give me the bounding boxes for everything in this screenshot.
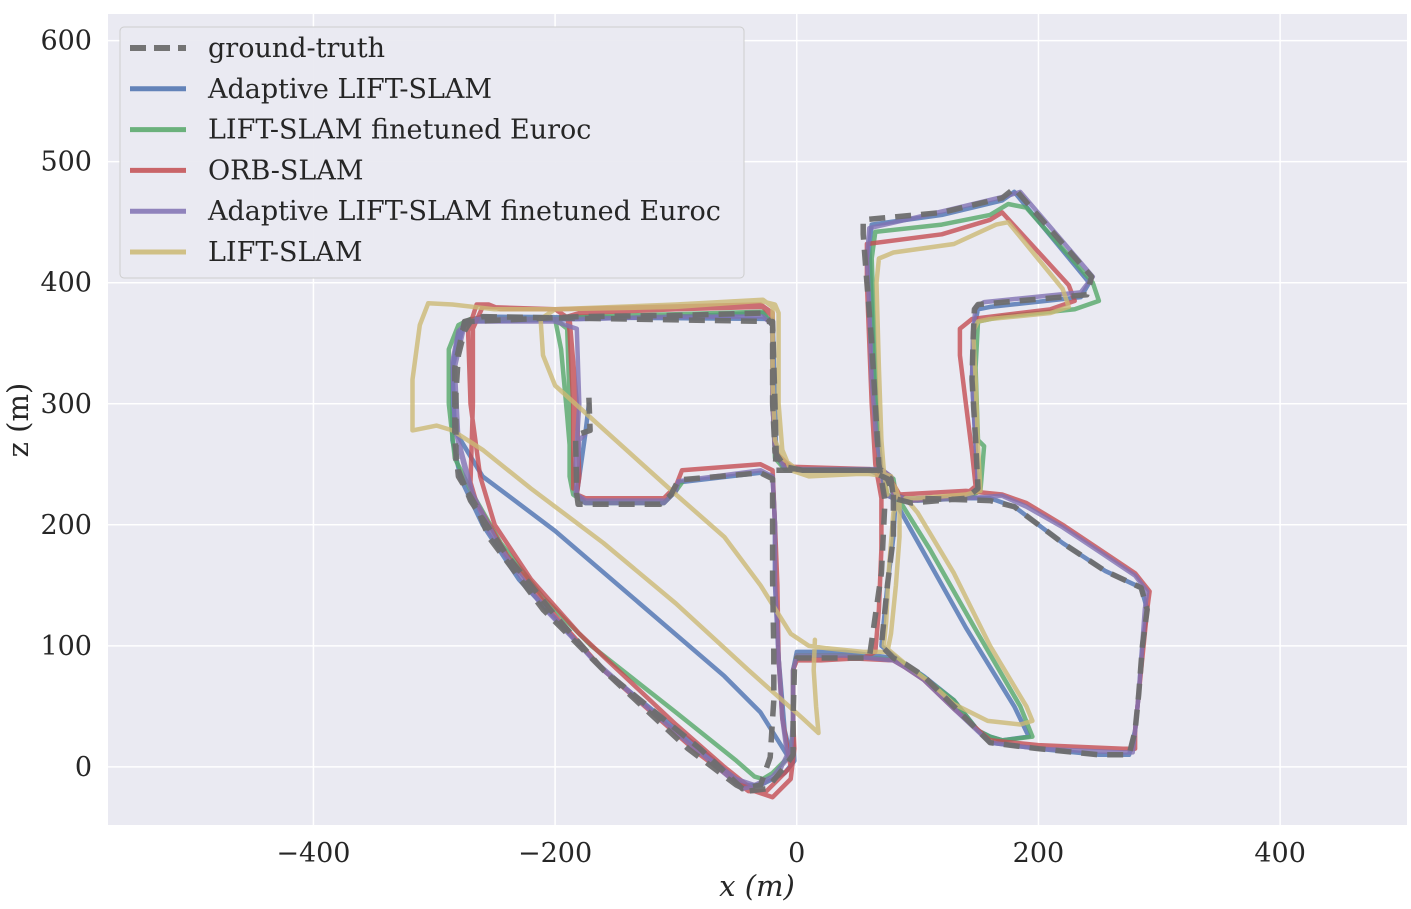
legend-entry-label: Adaptive LIFT-SLAM finetuned Euroc bbox=[207, 196, 721, 227]
legend-entry-label: ground-truth bbox=[208, 33, 385, 64]
x-tick-label: −400 bbox=[276, 838, 350, 869]
x-tick-labels: −400 −200 0 200 400 bbox=[276, 838, 1306, 869]
y-tick-label: 200 bbox=[40, 510, 92, 541]
series-layer bbox=[410, 185, 1152, 800]
legend-box bbox=[119, 26, 745, 279]
y-tick-label: 400 bbox=[40, 268, 92, 299]
legend-entry-label: LIFT-SLAM bbox=[208, 237, 363, 268]
legend-entry-label: LIFT-SLAM finetuned Euroc bbox=[208, 115, 591, 146]
y-tick-label: 500 bbox=[40, 147, 92, 178]
series-line-ground-truth bbox=[452, 185, 1150, 794]
x-tick-label: 200 bbox=[1013, 838, 1065, 869]
y-tick-label: 0 bbox=[75, 752, 92, 783]
grid-layer bbox=[108, 14, 1407, 825]
x-tick-label: 400 bbox=[1254, 838, 1306, 869]
x-tick-label: 0 bbox=[788, 838, 805, 869]
legend-entry-label: Adaptive LIFT-SLAM bbox=[207, 74, 492, 105]
x-tick-label: −200 bbox=[518, 838, 592, 869]
legend-entry-label: ORB-SLAM bbox=[208, 155, 364, 186]
y-tick-label: 600 bbox=[40, 26, 92, 57]
legend: ground-truth Adaptive LIFT-SLAM LIFT-SLAM … bbox=[119, 26, 745, 279]
y-tick-labels: 0 100 200 300 400 500 600 bbox=[40, 26, 92, 783]
y-axis-label: z (m) bbox=[1, 383, 35, 458]
y-tick-label: 300 bbox=[40, 389, 92, 420]
x-axis-label: x (m) bbox=[719, 869, 795, 903]
y-tick-label: 100 bbox=[40, 631, 92, 662]
